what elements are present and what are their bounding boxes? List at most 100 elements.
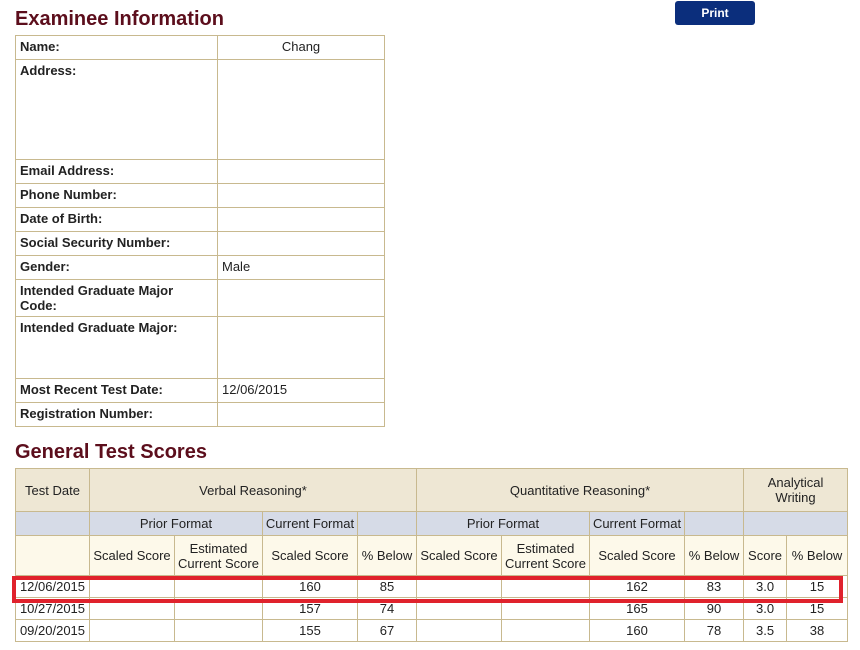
gender-value: Male — [217, 255, 385, 280]
verbal-prior-scaled-header: Scaled Score — [89, 535, 175, 576]
table-row: 12/06/2015 160 85 162 83 3.0 15 — [15, 575, 849, 598]
verbal-scaled-cell: 157 — [262, 597, 358, 620]
info-row-gender: Gender: Male — [15, 255, 385, 280]
empty-cell — [15, 511, 90, 536]
test-date-cell: 09/20/2015 — [15, 619, 90, 642]
name-value: Chang — [217, 35, 385, 60]
verbal-estimated-cell — [174, 597, 263, 620]
quant-current-format-header: Current Format — [589, 511, 686, 536]
writing-score-cell: 3.0 — [743, 597, 788, 620]
major-label: Intended Graduate Major: — [15, 316, 218, 379]
writing-pct-cell: 15 — [786, 597, 849, 620]
major-code-value — [217, 279, 385, 317]
verbal-prior-scaled-cell — [89, 575, 175, 598]
gender-label: Gender: — [15, 255, 218, 280]
verbal-pct-below-header: % Below — [356, 535, 418, 576]
writing-pct-cell: 15 — [786, 575, 849, 598]
verbal-estimated-cell — [174, 619, 263, 642]
verbal-prior-scaled-cell — [89, 619, 175, 642]
verbal-scaled-cell: 155 — [262, 619, 358, 642]
phone-label: Phone Number: — [15, 183, 218, 208]
quant-pct-cell: 78 — [684, 619, 745, 642]
column-header-row: Scaled Score Estimated Current Score Sca… — [15, 535, 849, 576]
info-row-name: Name: Chang — [15, 35, 385, 60]
address-label: Address: — [15, 59, 218, 160]
test-date-cell: 12/06/2015 — [15, 575, 90, 598]
writing-pct-cell: 38 — [786, 619, 849, 642]
scores-header-row: Test Date Verbal Reasoning* Quantitative… — [15, 468, 849, 512]
test-date-header: Test Date — [15, 468, 90, 512]
address-value — [217, 59, 385, 160]
quant-scaled-cell: 160 — [589, 619, 686, 642]
writing-score-cell: 3.0 — [743, 575, 788, 598]
info-row-recent-date: Most Recent Test Date: 12/06/2015 — [15, 378, 385, 403]
print-button[interactable]: Print — [675, 1, 755, 25]
quant-pct-cell: 83 — [684, 575, 745, 598]
test-date-cell: 10/27/2015 — [15, 597, 90, 620]
info-row-registration: Registration Number: — [15, 402, 385, 427]
info-row-address: Address: — [15, 59, 385, 160]
empty-cell — [743, 511, 849, 536]
ssn-value — [217, 231, 385, 256]
verbal-estimated-cell — [174, 575, 263, 598]
phone-value — [217, 183, 385, 208]
table-row: 10/27/2015 157 74 165 90 3.0 15 — [15, 597, 849, 620]
verbal-header: Verbal Reasoning* — [88, 468, 418, 512]
info-row-email: Email Address: — [15, 159, 385, 184]
scores-table: Test Date Verbal Reasoning* Quantitative… — [15, 468, 849, 642]
empty-cell — [684, 511, 745, 536]
recent-date-value: 12/06/2015 — [217, 378, 385, 403]
verbal-current-format-header: Current Format — [262, 511, 358, 536]
writing-header: Analytical Writing — [743, 468, 849, 512]
quant-prior-scaled-cell — [416, 575, 503, 598]
table-row: 09/20/2015 155 67 160 78 3.5 38 — [15, 619, 849, 642]
major-code-label: Intended Graduate Major Code: — [15, 279, 218, 317]
major-value — [217, 316, 385, 379]
writing-score-cell: 3.5 — [743, 619, 788, 642]
quant-prior-scaled-header: Scaled Score — [416, 535, 503, 576]
verbal-scaled-cell: 160 — [262, 575, 358, 598]
verbal-pct-cell: 74 — [356, 597, 418, 620]
quant-scaled-cell: 162 — [589, 575, 686, 598]
writing-pct-below-header: % Below — [786, 535, 849, 576]
verbal-pct-cell: 67 — [356, 619, 418, 642]
quant-prior-scaled-cell — [416, 619, 503, 642]
quant-estimated-cell — [501, 619, 591, 642]
registration-value — [217, 402, 385, 427]
registration-label: Registration Number: — [15, 402, 218, 427]
verbal-prior-scaled-cell — [89, 597, 175, 620]
examinee-info-table: Name: Chang Address: Email Address: Phon… — [15, 35, 385, 427]
verbal-prior-format-header: Prior Format — [89, 511, 263, 536]
info-row-ssn: Social Security Number: — [15, 231, 385, 256]
info-row-major-code: Intended Graduate Major Code: — [15, 279, 385, 317]
verbal-estimated-header: Estimated Current Score — [174, 535, 263, 576]
empty-cell — [356, 511, 418, 536]
verbal-scaled-header: Scaled Score — [262, 535, 358, 576]
info-row-phone: Phone Number: — [15, 183, 385, 208]
verbal-pct-cell: 85 — [356, 575, 418, 598]
ssn-label: Social Security Number: — [15, 231, 218, 256]
quant-scaled-header: Scaled Score — [589, 535, 686, 576]
examinee-info-title: Examinee Information — [15, 8, 224, 30]
recent-date-label: Most Recent Test Date: — [15, 378, 218, 403]
format-header-row: Prior Format Current Format Prior Format… — [15, 511, 849, 536]
quant-estimated-cell — [501, 575, 591, 598]
quant-scaled-cell: 165 — [589, 597, 686, 620]
name-label: Name: — [15, 35, 218, 60]
quant-estimated-cell — [501, 597, 591, 620]
info-row-dob: Date of Birth: — [15, 207, 385, 232]
empty-cell — [15, 535, 90, 576]
quant-header: Quantitative Reasoning* — [416, 468, 745, 512]
quant-estimated-header: Estimated Current Score — [501, 535, 591, 576]
info-row-major: Intended Graduate Major: — [15, 316, 385, 379]
writing-score-header: Score — [743, 535, 788, 576]
quant-pct-cell: 90 — [684, 597, 745, 620]
dob-label: Date of Birth: — [15, 207, 218, 232]
quant-prior-scaled-cell — [416, 597, 503, 620]
quant-prior-format-header: Prior Format — [416, 511, 591, 536]
quant-pct-below-header: % Below — [684, 535, 745, 576]
general-test-scores-title: General Test Scores — [15, 441, 207, 463]
email-value — [217, 159, 385, 184]
email-label: Email Address: — [15, 159, 218, 184]
dob-value — [217, 207, 385, 232]
